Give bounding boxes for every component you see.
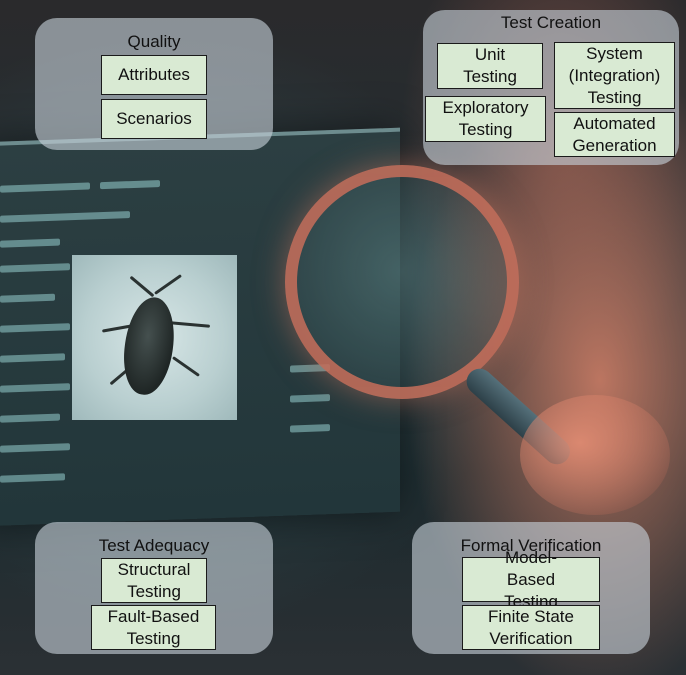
code-line (100, 180, 160, 190)
bug-leg (154, 274, 182, 295)
group-formal-verification: Formal Verification Model-Based Testing … (412, 522, 650, 654)
node-label: Structural Testing (117, 559, 191, 601)
group-title: Quality (127, 32, 181, 51)
code-line (0, 293, 55, 303)
code-line (0, 353, 65, 363)
node-label: Automated Generation (572, 113, 657, 155)
code-line (0, 473, 65, 483)
magnifying-glass-icon (285, 165, 519, 399)
hand (520, 395, 670, 515)
code-line (0, 323, 70, 333)
node-fault-based-testing: Fault-Based Testing (91, 605, 216, 650)
code-line (0, 263, 70, 273)
code-line (0, 383, 70, 393)
node-exploratory-testing: Exploratory Testing (425, 96, 546, 142)
node-label: System (Integration) Testing (568, 43, 661, 107)
node-label: Finite State Verification (488, 606, 574, 648)
node-system-integration-testing: System (Integration) Testing (554, 42, 675, 109)
code-line (0, 211, 130, 223)
node-label: Unit Testing (463, 45, 517, 86)
code-line (290, 424, 330, 433)
group-quality: Quality Attributes Scenarios (35, 18, 273, 150)
node-automated-generation: Automated Generation (554, 112, 675, 157)
node-structural-testing: Structural Testing (101, 558, 207, 603)
bug-leg (129, 275, 155, 298)
code-line (0, 238, 60, 248)
node-label: Fault-Based Testing (107, 606, 200, 648)
group-title: Formal Verification (460, 536, 602, 555)
node-scenarios: Scenarios (101, 99, 207, 139)
node-model-based-testing: Model-Based Testing (462, 548, 600, 611)
node-label: Scenarios (116, 109, 192, 128)
bug-leg (169, 321, 211, 328)
node-label: Attributes (118, 65, 190, 84)
bug-body (118, 294, 180, 398)
node-label: Exploratory Testing (442, 98, 529, 139)
code-line (0, 443, 70, 453)
node-finite-state-verification: Finite State Verification (462, 605, 600, 650)
bug-image (72, 255, 237, 420)
bug-leg (172, 356, 200, 377)
code-line (0, 413, 60, 423)
group-title: Test Creation (500, 13, 602, 32)
group-title: Test Adequacy (98, 536, 210, 555)
code-line (0, 182, 90, 193)
code-line (290, 394, 330, 403)
node-unit-testing: Unit Testing (437, 43, 543, 89)
group-test-creation: Test Creation Unit Testing System (Integ… (423, 10, 679, 165)
group-test-adequacy: Test Adequacy Structural Testing Fault-B… (35, 522, 273, 654)
node-label: Model-Based Testing (504, 547, 558, 611)
node-attributes: Attributes (101, 55, 207, 95)
